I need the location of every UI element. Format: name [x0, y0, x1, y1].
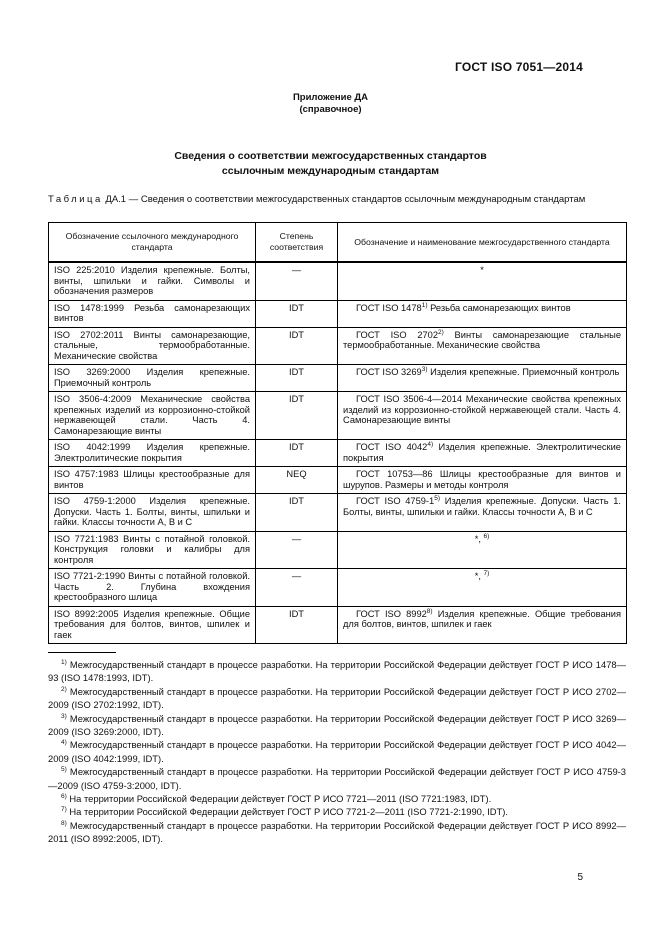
- footnote-marker: 4): [61, 739, 67, 747]
- ref-standard-cell: ISO 3506-4:2009 Механические свойства кр…: [48, 391, 256, 440]
- table-row: ISO 8992:2005 Изделия крепежные. Общие т…: [48, 605, 627, 644]
- footnote-divider: [48, 652, 116, 653]
- footnote-text: На территории Российской Федерации дейст…: [69, 793, 492, 805]
- conformity-cell: IDT: [255, 439, 338, 467]
- footnote: 2) Межгосударственный стандарт в процесс…: [48, 685, 626, 712]
- footnote-text: Межгосударственный стандарт в процессе р…: [48, 685, 626, 711]
- footnote: 5) Межгосударственный стандарт в процесс…: [48, 765, 626, 792]
- footnote-text: Межгосударственный стандарт в процессе р…: [48, 712, 626, 738]
- footnote: 3) Межгосударственный стандарт в процесс…: [48, 712, 626, 739]
- content-block: Обозначение ссылочного международного ст…: [48, 222, 627, 846]
- conformity-cell: IDT: [255, 326, 338, 365]
- page-number: 5: [577, 872, 583, 883]
- table-row: ISO 1478:1999 Резьба самонарезающих винт…: [48, 299, 627, 328]
- interstate-standard-cell: ГОСТ ISO 89928) Изделия крепежные. Общие…: [337, 605, 627, 644]
- appendix-type: (справочное): [299, 104, 362, 115]
- interstate-standard-cell: ГОСТ ISO 27022) Винты самонарезающие ста…: [337, 326, 627, 365]
- footnote-text: Межгосударственный стандарт в процессе р…: [48, 819, 626, 845]
- ref-standard-cell: ISO 4042:1999 Изделия крепежные. Электро…: [48, 439, 256, 467]
- table-row: ISO 2702:2011 Винты самонарезающие, стал…: [48, 326, 627, 365]
- footnote-marker: 8): [61, 819, 67, 827]
- table-row: ISO 4757:1983 Шлицы крестообразные для в…: [48, 466, 627, 494]
- appendix-heading: Приложение ДА (справочное): [0, 92, 661, 116]
- table-row: ISO 4759-1:2000 Изделия крепежные. Допус…: [48, 493, 627, 532]
- ref-standard-cell: ISO 7721-2:1990 Винты с потайной головко…: [48, 568, 256, 607]
- interstate-standard-cell: ГОСТ ISO 3506-4—2014 Механические свойст…: [337, 391, 627, 440]
- footnote-marker: 1): [61, 658, 67, 666]
- table-row: ISO 3269:2000 Изделия крепежные. Приемоч…: [48, 364, 627, 392]
- section-title-line2: ссылочным международным стандартам: [221, 165, 440, 177]
- footnote: 4) Межгосударственный стандарт в процесс…: [48, 738, 626, 765]
- table-row: ISO 7721-2:1990 Винты с потайной головко…: [48, 568, 627, 607]
- conformity-cell: IDT: [255, 364, 338, 392]
- footnotes-block: 1) Межгосударственный стандарт в процесс…: [48, 658, 626, 846]
- conformity-cell: NEQ: [255, 466, 338, 494]
- footnote-marker: 7): [61, 806, 67, 814]
- interstate-standard-cell: ГОСТ ISO 40424) Изделия крепежные. Элект…: [337, 439, 627, 467]
- header-conformity-degree: Степень соответствия: [255, 222, 338, 263]
- ref-standard-cell: ISO 1478:1999 Резьба самонарезающих винт…: [48, 299, 256, 328]
- ref-standard-cell: ISO 4759-1:2000 Изделия крепежные. Допус…: [48, 493, 256, 532]
- footnote-marker: 5): [61, 766, 67, 774]
- interstate-standard-cell: ГОСТ ISO 14781) Резьба самонарезающих ви…: [337, 299, 627, 328]
- conformity-cell: IDT: [255, 605, 338, 644]
- header-ref-standard: Обозначение ссылочного международного ст…: [48, 222, 256, 263]
- table-row: ISO 3506-4:2009 Механические свойства кр…: [48, 391, 627, 440]
- ref-standard-cell: ISO 2702:2011 Винты самонарезающие, стал…: [48, 326, 256, 365]
- conformity-cell: IDT: [255, 493, 338, 532]
- footnote: 1) Межгосударственный стандарт в процесс…: [48, 658, 626, 685]
- footnote: 6) На территории Российской Федерации де…: [48, 792, 626, 805]
- ref-standard-cell: ISO 225:2010 Изделия крепежные. Болты, в…: [48, 261, 256, 301]
- table-row: ISO 4042:1999 Изделия крепежные. Электро…: [48, 439, 627, 467]
- doc-number: ГОСТ ISO 7051—2014: [454, 60, 583, 74]
- footnote-text: На территории Российской Федерации дейст…: [69, 806, 508, 818]
- footnote-marker: 3): [61, 712, 67, 720]
- footnote-text: Межгосударственный стандарт в процессе р…: [48, 659, 626, 684]
- table-caption-text: ДА.1 — Сведения о соответствии межгосуда…: [102, 194, 586, 205]
- table-row: ISO 225:2010 Изделия крепежные. Болты, в…: [48, 261, 627, 301]
- footnote-marker: 2): [61, 685, 67, 693]
- table-caption: Таблица ДА.1 — Сведения о соответствии м…: [48, 193, 588, 206]
- interstate-standard-cell: *, 6): [337, 530, 627, 569]
- table-caption-word: Таблица: [48, 194, 103, 205]
- conformity-cell: —: [255, 568, 338, 607]
- ref-standard-cell: ISO 4757:1983 Шлицы крестообразные для в…: [48, 466, 256, 494]
- ref-standard-cell: ISO 7721:1983 Винты с потайной головкой.…: [48, 530, 256, 569]
- footnote: 7) На территории Российской Федерации де…: [48, 805, 626, 818]
- conformity-cell: —: [255, 261, 338, 301]
- interstate-standard-cell: ГОСТ ISO 32693) Изделия крепежные. Прием…: [337, 364, 627, 392]
- correspondence-table: Обозначение ссылочного международного ст…: [48, 222, 627, 644]
- footnote-text: Межгосударственный стандарт в процессе р…: [48, 739, 626, 764]
- appendix-label: Приложение ДА: [292, 92, 369, 103]
- footnote-marker: 6): [61, 792, 67, 800]
- interstate-standard-cell: ГОСТ 10753—86 Шлицы крестообразные для в…: [337, 466, 627, 494]
- footnote: 8) Межгосударственный стандарт в процесс…: [48, 819, 626, 846]
- section-title-line1: Сведения о соответствии межгосударственн…: [174, 150, 487, 162]
- interstate-standard-cell: *: [337, 261, 627, 301]
- ref-standard-cell: ISO 8992:2005 Изделия крепежные. Общие т…: [48, 605, 256, 644]
- section-title: Сведения о соответствии межгосударственн…: [0, 149, 661, 179]
- conformity-cell: —: [255, 530, 338, 569]
- ref-standard-cell: ISO 3269:2000 Изделия крепежные. Приемоч…: [48, 364, 256, 392]
- conformity-cell: IDT: [255, 391, 338, 440]
- interstate-standard-cell: ГОСТ ISO 4759-15) Изделия крепежные. Доп…: [337, 493, 627, 532]
- footnote-text: Межгосударственный стандарт в процессе р…: [48, 766, 626, 791]
- table-row: ISO 7721:1983 Винты с потайной головкой.…: [48, 530, 627, 569]
- table-header-row: Обозначение ссылочного международного ст…: [48, 222, 627, 263]
- interstate-standard-cell: *, 7): [337, 568, 627, 607]
- header-interstate-standard: Обозначение и наименование межгосударств…: [337, 222, 627, 263]
- conformity-cell: IDT: [255, 299, 338, 328]
